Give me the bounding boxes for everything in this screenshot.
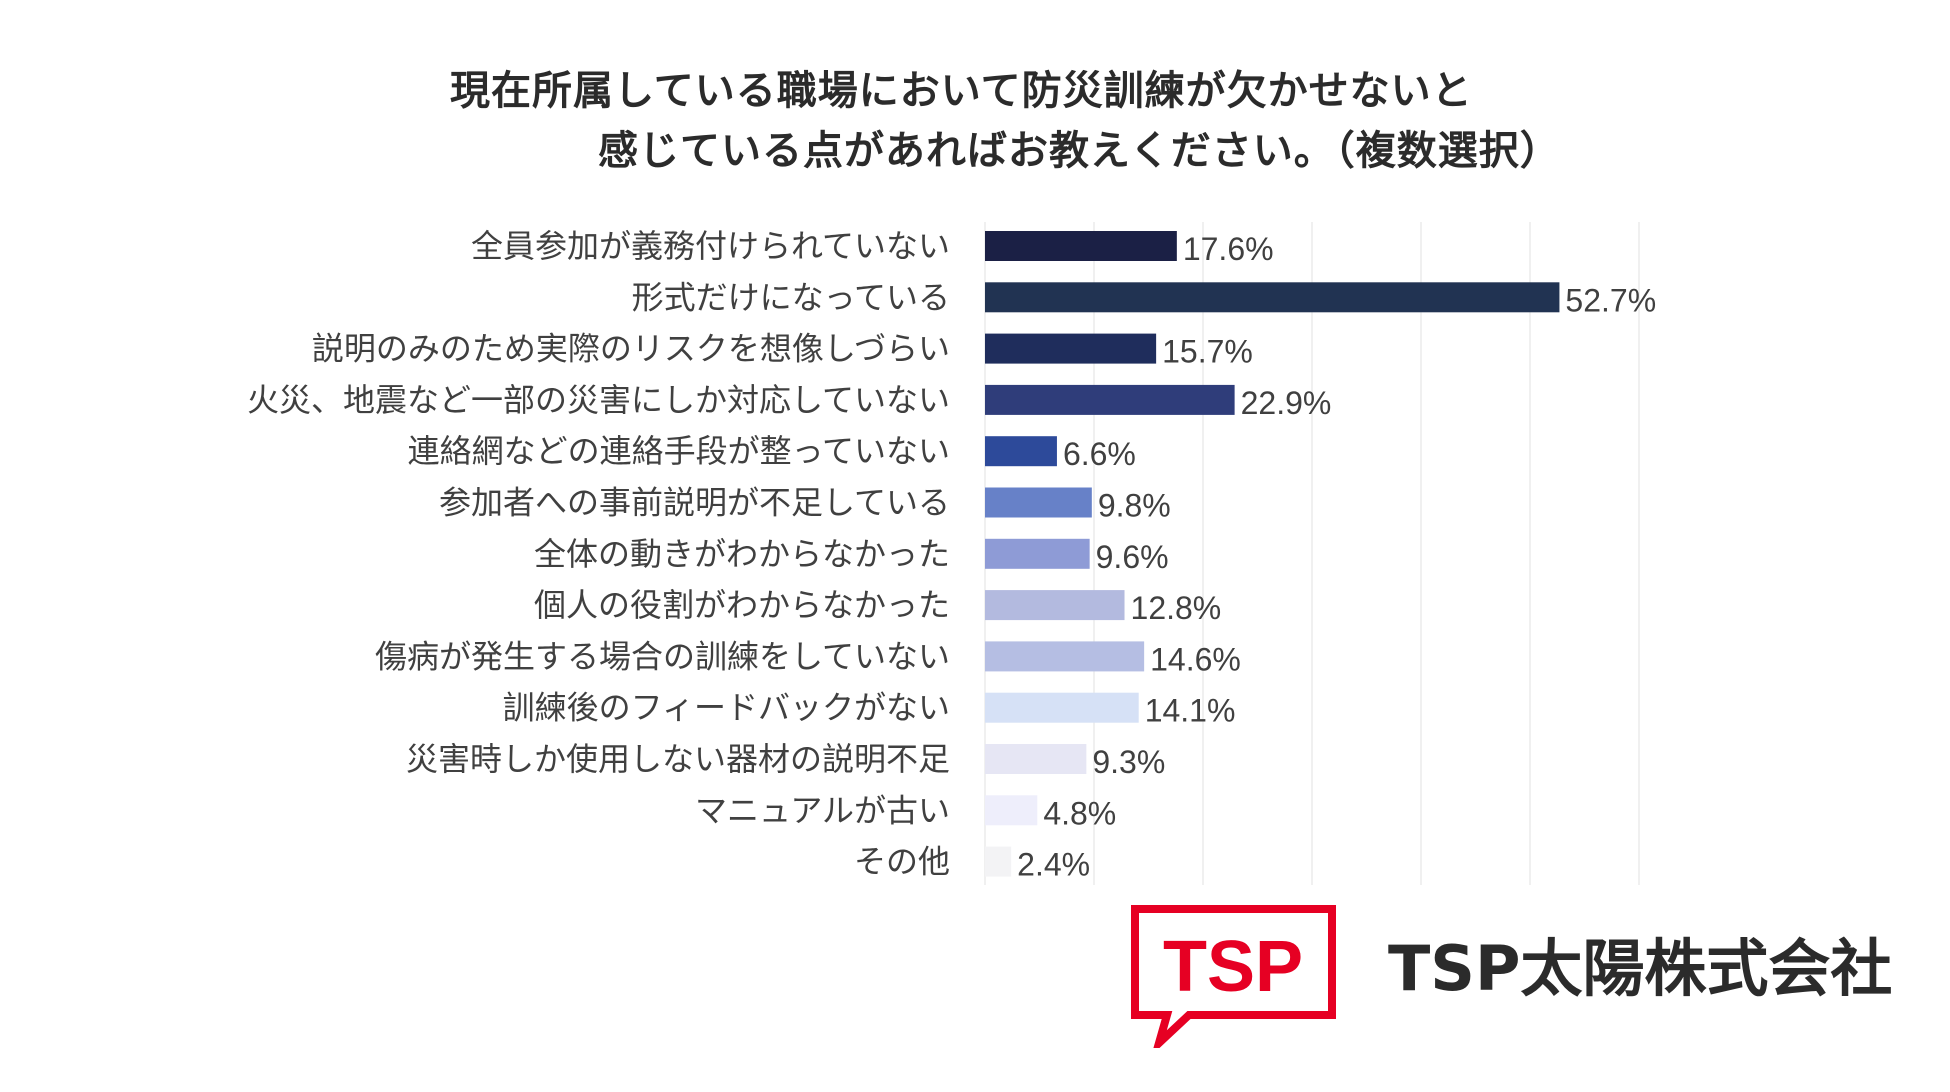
chart-title-line1: 現在所属している職場において防災訓練が欠かせないと [450,68,1473,114]
category-label: 全員参加が義務付けられていない [471,227,950,265]
value-label: 4.8% [1043,795,1116,831]
bar [985,384,1235,415]
bar [985,590,1125,621]
bar [985,333,1157,364]
value-label: 52.7% [1565,282,1656,318]
value-label: 15.7% [1162,334,1253,370]
bar [985,436,1057,467]
category-label: マニュアルが古い [695,791,950,829]
value-label: 9.6% [1096,539,1169,575]
category-label: 連絡網などの連絡手段が整っていない [408,432,950,470]
category-label: 災害時しか使用しない器材の説明不足 [406,740,950,778]
bar [985,692,1139,723]
category-label: その他 [854,843,950,881]
bar-chart: 全員参加が義務付けられていない 17.6% 形式だけになっている 52.7% 説明のみの… [247,222,1656,885]
category-label: 傷病が発生する場合の訓練をしていない [375,637,950,675]
category-label: 形式だけになっている [632,278,950,316]
value-label: 22.9% [1241,385,1332,421]
bar [985,282,1560,313]
bar [985,487,1092,518]
value-label: 6.6% [1063,436,1136,472]
value-label: 14.6% [1150,641,1241,677]
bar [985,538,1090,569]
bar [985,795,1038,826]
value-label: 14.1% [1145,693,1236,729]
category-label: 全体の動きがわからなかった [534,535,950,573]
logo-mark-text: TSP [1163,927,1303,1007]
company-name: TSP太陽株式会社 [1388,932,1893,1005]
category-label: 参加者への事前説明が不足している [439,484,950,522]
value-label: 12.8% [1131,590,1222,626]
category-label: 個人の役割がわからなかった [534,586,950,624]
category-label: 訓練後のフィードバックがない [503,689,950,727]
tsp-logo-icon: TSP [1131,905,1336,1048]
category-label: 説明のみのため実際のリスクを想像しづらい [312,330,950,368]
bar [985,846,1012,877]
value-label: 9.3% [1092,744,1165,780]
bar [985,231,1177,261]
value-label: 9.8% [1098,488,1171,524]
bar [985,744,1087,774]
chart-title-line2: 感じている点があればお教えください。（複数選択） [598,128,1561,174]
value-label: 17.6% [1183,231,1274,267]
value-label: 2.4% [1017,847,1090,883]
category-label: 火災、地震など一部の災害にしか対応していない [247,381,950,419]
bar [985,641,1145,672]
